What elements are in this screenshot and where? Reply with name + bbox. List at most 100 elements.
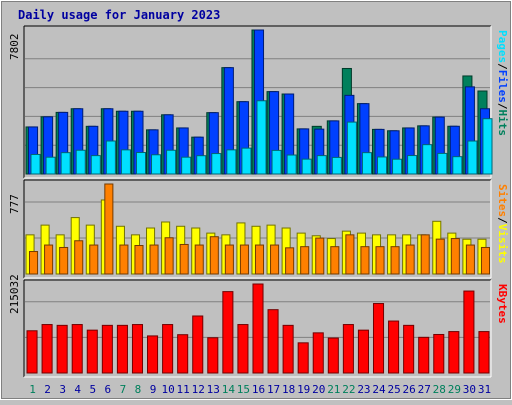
- bar-sites-day-16: [254, 244, 265, 275]
- legend-label: Sites: [496, 184, 509, 217]
- bar-kbytes-day-12: [192, 315, 204, 374]
- bar-sites-day-15: [239, 244, 249, 275]
- bar-sites-day-30: [465, 244, 475, 275]
- bar-sites-day-11: [179, 243, 189, 275]
- chart-title: Daily usage for January 2023: [18, 8, 220, 22]
- bar-kbytes-day-19: [297, 342, 309, 374]
- bar-kbytes-day-4: [71, 324, 83, 374]
- bar-pages-day-8: [135, 152, 147, 175]
- bar-pages-day-11: [181, 156, 192, 175]
- day-label: 13: [207, 383, 220, 396]
- bar-pages-day-4: [75, 149, 86, 175]
- day-label: 4: [74, 383, 81, 396]
- bar-kbytes-day-3: [56, 324, 68, 374]
- bar-sites-day-2: [44, 244, 54, 275]
- bar-sites-day-19: [300, 246, 310, 275]
- day-label: 9: [150, 383, 157, 396]
- bar-kbytes-day-13: [207, 337, 219, 374]
- bar-kbytes-day-18: [282, 324, 294, 374]
- bar-sites-day-26: [405, 244, 415, 275]
- day-label: 24: [372, 383, 386, 396]
- panel-visits-sites: 777 Sites/Visits: [8, 179, 509, 279]
- bar-sites-day-14: [224, 244, 234, 275]
- day-label: 19: [297, 383, 310, 396]
- bar-pages-day-12: [196, 155, 207, 175]
- day-label: 15: [237, 383, 250, 396]
- bar-kbytes-day-6: [101, 324, 113, 374]
- day-label: 3: [59, 383, 66, 396]
- bar-kbytes-day-20: [312, 332, 324, 374]
- day-label: 2: [44, 383, 51, 396]
- y-max-label: 7802: [8, 34, 21, 61]
- bar-kbytes-day-24: [372, 303, 385, 374]
- day-label: 27: [418, 383, 431, 396]
- bar-kbytes-day-7: [116, 324, 128, 374]
- outer-frame-dark: [1, 1, 511, 399]
- day-label: 6: [105, 383, 112, 396]
- day-label: 18: [282, 383, 295, 396]
- bar-kbytes-day-10: [162, 324, 174, 374]
- bar-kbytes-day-22: [342, 324, 354, 374]
- day-label: 7: [120, 383, 127, 396]
- panel-hits-files-pages: 7802 Pages/Files/Hits: [8, 25, 509, 179]
- bar-sites-day-21: [330, 246, 340, 275]
- bar-sites-day-27: [420, 234, 430, 275]
- bar-pages-day-26: [407, 155, 418, 175]
- bar-sites-day-8: [134, 245, 144, 275]
- day-label: 14: [222, 383, 236, 396]
- bar-sites-day-31: [480, 246, 491, 275]
- legend-label: /: [496, 217, 509, 224]
- bar-kbytes-day-16: [252, 283, 264, 374]
- bar-pages-day-9: [151, 154, 162, 175]
- bar-kbytes-day-8: [131, 324, 144, 374]
- day-label: 20: [312, 383, 325, 396]
- bar-pages-day-17: [271, 149, 282, 175]
- bar-pages-day-24: [376, 156, 388, 175]
- bar-kbytes-day-1: [26, 330, 38, 374]
- legend-label: Visits: [496, 224, 509, 264]
- day-label: 10: [161, 383, 174, 396]
- bar-sites-day-17: [270, 244, 280, 275]
- legend-label: /: [496, 103, 509, 110]
- legend-label: KBytes: [496, 284, 509, 324]
- bar-kbytes-day-15: [237, 324, 249, 374]
- bar-sites-day-24: [375, 246, 385, 275]
- bar-kbytes-day-29: [448, 331, 460, 374]
- legend-label: Pages: [496, 30, 509, 63]
- bar-kbytes-day-25: [388, 320, 400, 374]
- bar-pages-day-2: [45, 156, 56, 175]
- day-label: 30: [463, 383, 476, 396]
- bar-pages-day-31: [482, 118, 493, 175]
- bar-pages-day-15: [241, 147, 252, 175]
- bar-sites-day-28: [435, 238, 445, 275]
- bar-kbytes-day-5: [86, 329, 98, 374]
- legend-label: Files: [496, 70, 509, 103]
- bar-kbytes-day-17: [267, 309, 279, 374]
- bar-sites-day-12: [194, 244, 204, 275]
- bar-pages-day-3: [60, 152, 71, 175]
- day-label: 12: [192, 383, 205, 396]
- bar-sites-day-18: [285, 247, 295, 275]
- day-label: 28: [433, 383, 446, 396]
- legend-label: Hits: [496, 110, 509, 137]
- bar-kbytes-day-2: [41, 324, 53, 374]
- bar-kbytes-day-31: [478, 331, 490, 374]
- day-label: 29: [448, 383, 461, 396]
- bar-kbytes-day-27: [418, 336, 430, 374]
- bar-sites-day-5: [89, 244, 99, 275]
- bar-pages-day-1: [30, 153, 41, 175]
- bar-pages-day-27: [422, 144, 433, 175]
- bar-pages-day-21: [331, 156, 342, 175]
- bar-pages-day-18: [286, 154, 297, 175]
- day-label: 17: [267, 383, 280, 396]
- bar-sites-day-20: [315, 237, 325, 275]
- bar-kbytes-day-26: [403, 324, 415, 374]
- bar-pages-day-28: [437, 152, 448, 175]
- day-label: 26: [403, 383, 416, 396]
- bar-kbytes-day-23: [357, 329, 369, 374]
- day-label: 16: [252, 383, 265, 396]
- bar-sites-day-10: [164, 237, 174, 275]
- bar-pages-day-20: [316, 155, 327, 175]
